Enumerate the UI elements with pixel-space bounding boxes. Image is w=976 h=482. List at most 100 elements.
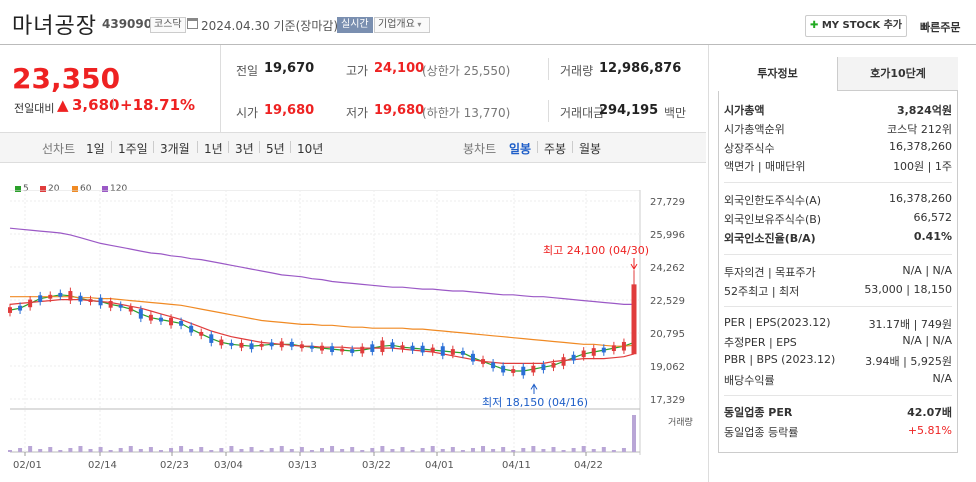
realtime-badge[interactable]: 실시간 xyxy=(337,17,373,33)
candle-body xyxy=(531,365,536,373)
candle-body xyxy=(299,344,304,349)
x-tick-label: 02/01 xyxy=(13,460,42,471)
prev-close-value: 19,670 xyxy=(264,61,315,76)
candle-body xyxy=(28,299,33,308)
info-key: PBR | BPS (2023.12) xyxy=(724,353,836,366)
volume-bar xyxy=(88,449,93,452)
candle-body xyxy=(158,317,163,322)
volume-bar xyxy=(199,447,204,452)
volume-bar xyxy=(309,450,314,452)
volume-bar xyxy=(460,450,465,452)
candle-body xyxy=(330,346,335,352)
candle-body xyxy=(601,347,606,353)
info-row: 투자의견 | 목표주가 N/A | N/A xyxy=(724,264,952,280)
volume-bar xyxy=(18,448,23,452)
candle-body xyxy=(481,359,486,364)
candle-body xyxy=(621,341,626,351)
info-row: 배당수익률 N/A xyxy=(724,372,952,388)
change-label: 전일대비 xyxy=(14,102,55,115)
panel-separator xyxy=(724,306,952,307)
tab-5y[interactable]: 5년 xyxy=(266,142,285,156)
candle-body xyxy=(541,364,546,371)
quick-order-button[interactable]: 빠른주문 xyxy=(920,21,961,34)
volume-bar xyxy=(541,449,546,452)
candle-body xyxy=(138,309,143,319)
mystock-add-button[interactable]: ✚ MY STOCK 추가 xyxy=(805,15,907,37)
tab-10y[interactable]: 10년 xyxy=(297,142,324,156)
info-row: 52주최고 | 최저 53,000 | 18,150 xyxy=(724,283,952,299)
candle-body xyxy=(611,345,616,352)
volume-bar xyxy=(450,447,455,452)
volume-bar xyxy=(239,449,244,452)
candle-body xyxy=(320,345,324,351)
info-row: 시가총액순위 코스닥 212위 xyxy=(724,121,952,137)
candle-body xyxy=(118,304,123,308)
volume-bar xyxy=(320,448,324,452)
change-value: 3,680 xyxy=(72,96,120,114)
volume-bar xyxy=(400,447,405,452)
price-chart[interactable]: 27,729 25,996 24,262 22,529 20,795 19,062 17,3… xyxy=(0,190,706,482)
volume-bar xyxy=(330,446,335,452)
tab-1d[interactable]: 1일 xyxy=(86,142,105,156)
x-tick-label: 03/04 xyxy=(214,460,243,471)
candle-body xyxy=(521,366,526,376)
candle-body xyxy=(380,340,385,352)
candle-body xyxy=(259,343,264,347)
candle-body xyxy=(229,342,234,346)
volume-bar xyxy=(299,447,304,452)
info-value: +5.81% xyxy=(907,424,952,437)
volume-bar xyxy=(78,446,83,452)
candle-body xyxy=(450,349,455,355)
candle-body xyxy=(108,301,113,308)
amount-label: 거래대금 xyxy=(560,106,605,120)
info-key: 동일업종 등락률 xyxy=(724,426,799,439)
volume-bar xyxy=(158,450,163,452)
candle-body xyxy=(340,348,345,352)
tab-3y[interactable]: 3년 xyxy=(235,142,254,156)
volume-bar xyxy=(28,446,33,452)
tab-1y[interactable]: 1년 xyxy=(204,142,223,156)
volume-bar xyxy=(360,450,365,452)
volume-bar xyxy=(440,449,445,452)
candle-body xyxy=(239,342,244,348)
tab-separator xyxy=(197,141,198,153)
tab-invest-info[interactable]: 투자정보 xyxy=(718,57,838,91)
tab-daily[interactable]: 일봉 xyxy=(509,142,532,156)
volume-label: 거래량 xyxy=(560,64,594,78)
volume-bar xyxy=(68,448,73,452)
tab-1w[interactable]: 1주일 xyxy=(118,142,148,156)
tab-separator xyxy=(572,141,573,153)
info-value: 코스닥 212위 xyxy=(887,123,952,136)
market-badge: 코스닥 xyxy=(150,17,186,33)
company-overview-dropdown[interactable]: 기업개요 ▾ xyxy=(374,17,430,33)
legend-ma5: 5 xyxy=(15,184,29,194)
candles xyxy=(8,258,638,394)
x-tick-label: 04/22 xyxy=(574,460,603,471)
volume-bar xyxy=(279,446,284,452)
candle-body xyxy=(410,345,415,351)
tab-weekly[interactable]: 주봉 xyxy=(544,142,567,156)
candle-body xyxy=(78,295,83,302)
tab-3m[interactable]: 3개월 xyxy=(160,142,190,156)
tab-orderbook[interactable]: 호가10단계 xyxy=(838,57,958,91)
candle-body xyxy=(88,299,93,302)
tab-monthly[interactable]: 월봉 xyxy=(579,142,602,156)
candle-body xyxy=(18,305,23,311)
legend-swatch xyxy=(72,185,78,192)
volume-axis-label: 거래량 xyxy=(668,416,693,428)
low-value: 19,680 xyxy=(374,103,425,118)
volume-bar xyxy=(138,449,143,452)
info-value: 3,824억원 xyxy=(896,104,952,117)
candle-body xyxy=(179,321,184,326)
volume-bar xyxy=(420,448,425,452)
change-percent: +18.71% xyxy=(120,96,196,114)
candle-body xyxy=(189,325,194,333)
candle-body xyxy=(249,343,254,350)
volume-bar xyxy=(501,447,506,452)
info-key: PER | EPS(2023.12) xyxy=(724,316,831,329)
tab-separator xyxy=(537,141,538,153)
y-tick-label: 25,996 xyxy=(650,230,685,241)
volume-bar xyxy=(581,446,586,452)
candle-body xyxy=(551,362,556,368)
y-tick-label: 17,329 xyxy=(650,395,685,406)
